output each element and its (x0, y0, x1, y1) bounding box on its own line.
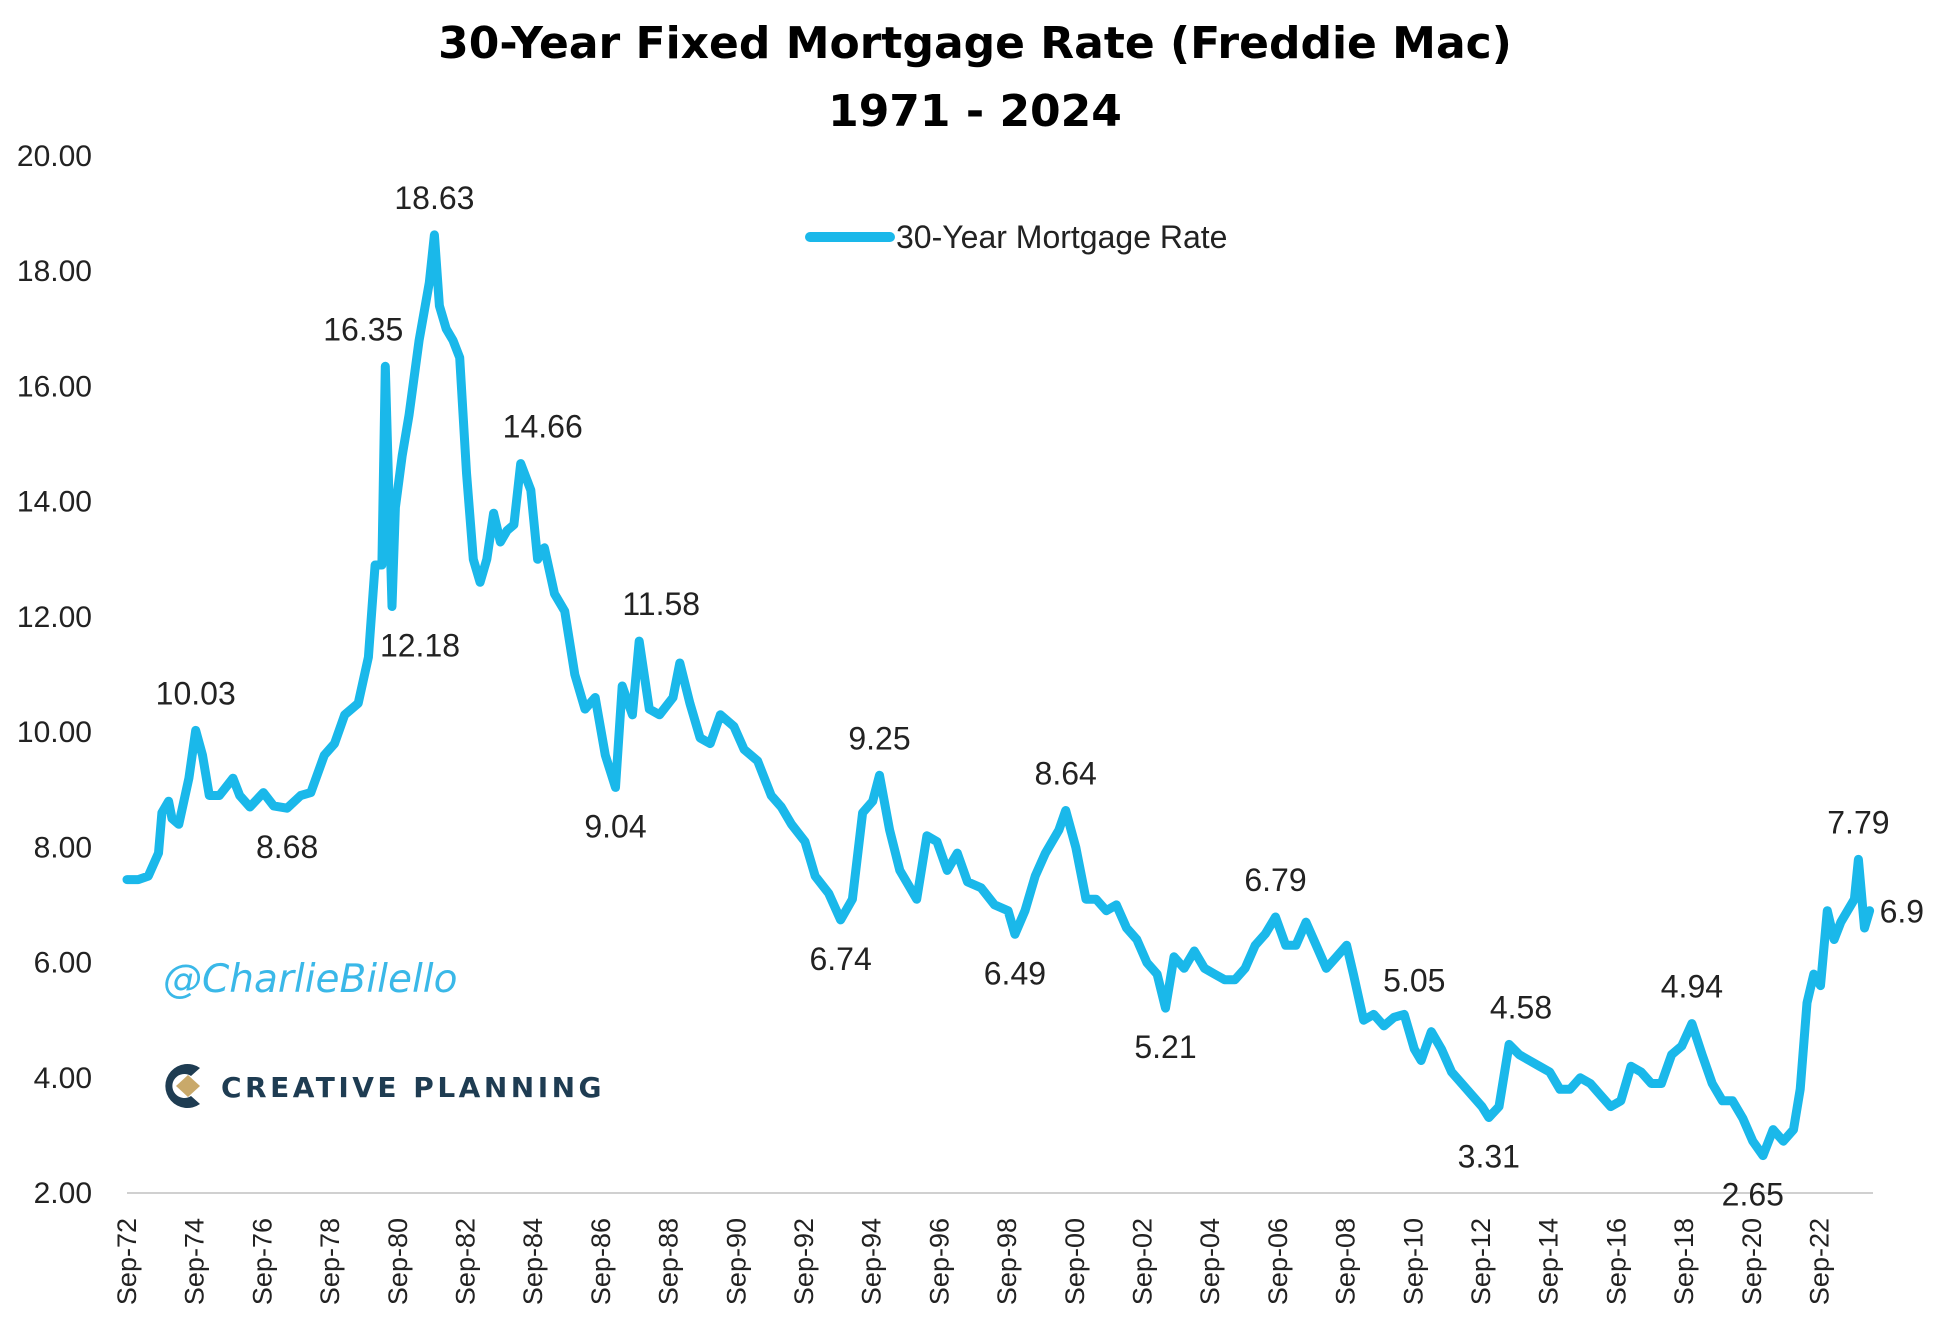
x-tick-label: Sep-96 (924, 1218, 954, 1305)
data-label: 7.79 (1827, 804, 1889, 840)
data-label: 4.94 (1661, 969, 1723, 1005)
logo-diamond-icon (176, 1075, 200, 1097)
y-tick-label: 4.00 (34, 1062, 92, 1095)
data-label: 8.64 (1035, 756, 1097, 792)
x-tick-label: Sep-74 (180, 1218, 210, 1305)
x-tick-label: Sep-94 (857, 1218, 887, 1305)
x-tick-label: Sep-06 (1263, 1218, 1293, 1305)
y-tick-label: 14.00 (17, 486, 92, 519)
x-tick-label: Sep-76 (247, 1218, 277, 1305)
chart-title: 30-Year Fixed Mortgage Rate (Freddie Mac… (438, 18, 1512, 69)
y-tick-label: 2.00 (34, 1177, 92, 1210)
legend: 30-Year Mortgage Rate (805, 219, 1227, 255)
x-tick-label: Sep-72 (112, 1218, 142, 1305)
watermark-text: @CharlieBilello (163, 957, 458, 1002)
x-tick-label: Sep-88 (654, 1218, 684, 1305)
y-tick-label: 6.00 (34, 947, 92, 980)
series-line-30yr-mortgage-rate (122, 230, 1875, 1161)
y-tick-label: 10.00 (17, 716, 92, 749)
x-tick-label: Sep-90 (721, 1218, 751, 1305)
data-label: 9.04 (584, 808, 646, 844)
x-tick-label: Sep-12 (1466, 1218, 1496, 1305)
data-label: 6.79 (1244, 862, 1306, 898)
y-axis: 2.00 4.00 6.00 8.00 10.00 12.00 14.00 16.00 18.0… (17, 140, 92, 1210)
data-label: 9.25 (848, 720, 910, 756)
data-label: 8.68 (256, 829, 318, 865)
data-label: 6.9 (1880, 894, 1924, 930)
x-tick-label: Sep-10 (1398, 1218, 1428, 1305)
data-label: 16.35 (323, 311, 403, 347)
x-tick-label: Sep-80 (383, 1218, 413, 1305)
data-label: 5.21 (1134, 1029, 1196, 1065)
y-tick-label: 16.00 (17, 370, 92, 403)
x-tick-label: Sep-84 (518, 1218, 548, 1305)
data-label: 5.05 (1383, 962, 1445, 998)
data-label: 6.49 (984, 955, 1046, 991)
x-tick-label: Sep-22 (1805, 1218, 1835, 1305)
x-tick-label: Sep-86 (586, 1218, 616, 1305)
legend-label: 30-Year Mortgage Rate (896, 219, 1227, 255)
x-tick-label: Sep-00 (1060, 1218, 1090, 1305)
data-label: 12.18 (380, 628, 460, 664)
data-label: 10.03 (156, 675, 236, 711)
x-tick-label: Sep-78 (315, 1218, 345, 1305)
x-tick-label: Sep-08 (1331, 1218, 1361, 1305)
x-tick-label: Sep-82 (451, 1218, 481, 1305)
data-label: 11.58 (622, 586, 700, 622)
logo-c-icon (165, 1064, 200, 1108)
x-tick-label: Sep-92 (789, 1218, 819, 1305)
data-label: 14.66 (503, 409, 583, 445)
data-labels: 10.03 8.68 16.35 12.18 18.63 14.66 9.04 11.58 6.… (156, 180, 1924, 1213)
x-tick-label: Sep-14 (1534, 1218, 1564, 1305)
data-label: 6.74 (809, 941, 871, 977)
x-tick-label: Sep-04 (1195, 1218, 1225, 1305)
y-tick-label: 12.00 (17, 601, 92, 634)
y-tick-label: 20.00 (17, 140, 92, 173)
logo-text: CREATIVE PLANNING (221, 1071, 605, 1104)
x-tick-label: Sep-98 (992, 1218, 1022, 1305)
y-tick-label: 18.00 (17, 255, 92, 288)
y-tick-label: 8.00 (34, 831, 92, 864)
creative-planning-logo: CREATIVE PLANNING (165, 1064, 605, 1108)
x-axis: Sep-72 Sep-74 Sep-76 Sep-78 Sep-80 Sep-82 Sep-… (112, 1218, 1835, 1305)
data-label: 18.63 (394, 180, 474, 216)
chart-subtitle: 1971 - 2024 (828, 86, 1122, 137)
data-label: 3.31 (1458, 1139, 1520, 1175)
x-tick-label: Sep-16 (1601, 1218, 1631, 1305)
x-tick-label: Sep-20 (1737, 1218, 1767, 1305)
data-label: 2.65 (1722, 1177, 1784, 1213)
data-label: 4.58 (1490, 989, 1552, 1025)
x-tick-label: Sep-02 (1128, 1218, 1158, 1305)
x-tick-label: Sep-18 (1669, 1218, 1699, 1305)
